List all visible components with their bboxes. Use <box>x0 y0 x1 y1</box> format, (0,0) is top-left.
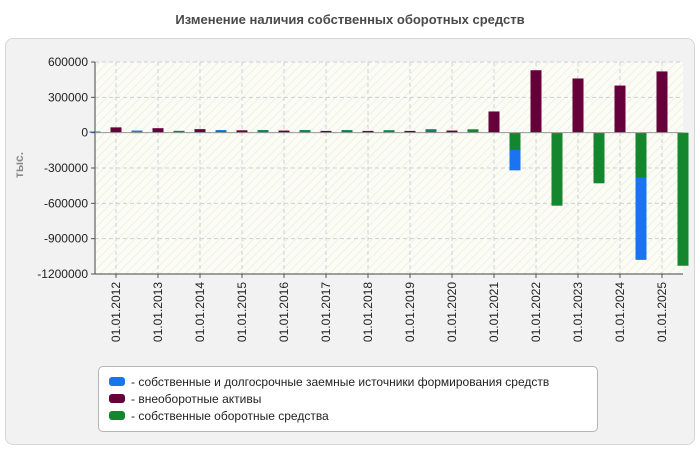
x-tick-label: 01.01.2014 <box>193 282 207 342</box>
bar-working-capital[interactable] <box>467 129 479 133</box>
bar-noncurrent-assets[interactable] <box>530 70 542 133</box>
bar-working-capital[interactable] <box>299 130 311 133</box>
y-tick-label: -300000 <box>44 161 88 175</box>
y-tick-label: 0 <box>81 126 88 140</box>
x-tick-label: 01.01.2021 <box>487 282 501 342</box>
bar-sources[interactable] <box>635 132 647 260</box>
bar-noncurrent-assets[interactable] <box>614 85 626 133</box>
axes <box>91 61 683 278</box>
legend-label-working-capital: - собственные оборотные средства <box>131 408 329 423</box>
bar-sources[interactable] <box>509 132 521 171</box>
bar-working-capital[interactable] <box>593 132 605 184</box>
x-tick-label: 01.01.2023 <box>571 282 585 342</box>
y-tick-label: 300000 <box>48 90 88 104</box>
bar-working-capital[interactable] <box>257 130 269 133</box>
x-tick-label: 01.01.2022 <box>529 282 543 342</box>
bar-sources[interactable] <box>131 130 143 133</box>
bar-working-capital[interactable] <box>341 130 353 133</box>
bar-working-capital[interactable] <box>509 132 521 150</box>
bar-noncurrent-assets[interactable] <box>320 130 332 133</box>
bar-working-capital[interactable] <box>677 132 689 266</box>
x-tick-label: 01.01.2017 <box>319 282 333 342</box>
x-tick-label: 01.01.2013 <box>151 282 165 342</box>
x-tick-label: 01.01.2024 <box>613 282 627 342</box>
bar-noncurrent-assets[interactable] <box>446 130 458 133</box>
x-tick-label: 01.01.2015 <box>235 282 249 342</box>
bar-noncurrent-assets[interactable] <box>362 130 374 133</box>
bar-noncurrent-assets[interactable] <box>404 130 416 133</box>
y-tick-label: 600000 <box>48 55 88 69</box>
bar-noncurrent-assets[interactable] <box>656 71 668 133</box>
bar-noncurrent-assets[interactable] <box>110 127 122 133</box>
bar-noncurrent-assets[interactable] <box>278 130 290 133</box>
x-tick-label: 01.01.2020 <box>445 282 459 342</box>
x-tick-label: 01.01.2025 <box>655 282 669 342</box>
legend-swatch-sources <box>109 377 125 386</box>
legend-item-sources[interactable]: - собственные и долгосрочные заемные ист… <box>99 373 597 390</box>
legend-item-working-capital[interactable]: - собственные оборотные средства <box>99 407 597 424</box>
x-tick-label: 01.01.2019 <box>403 282 417 342</box>
x-tick-label: 01.01.2012 <box>109 282 123 342</box>
legend-item-noncurrent-assets[interactable]: - внеоборотные активы <box>99 390 597 407</box>
bars <box>89 70 689 266</box>
y-tick-label: -900000 <box>44 232 88 246</box>
bar-noncurrent-assets[interactable] <box>152 128 164 133</box>
tick-labels: 600000 300000 0 -300000 -600000 -900000 -12000… <box>37 55 669 342</box>
x-tick-label: 01.01.2016 <box>277 282 291 342</box>
legend-swatch-working-capital <box>109 411 125 420</box>
chart-title: Изменение наличия собственных оборотных … <box>175 12 525 27</box>
y-tick-label: -600000 <box>44 196 88 210</box>
x-tick-label: 01.01.2018 <box>361 282 375 342</box>
legend-label-noncurrent-assets: - внеоборотные активы <box>131 391 262 406</box>
y-axis-label: тыс. <box>12 152 26 178</box>
legend: - собственные и долгосрочные заемные ист… <box>98 366 598 432</box>
bar-working-capital[interactable] <box>551 132 563 206</box>
bar-noncurrent-assets[interactable] <box>572 78 584 133</box>
bar-working-capital[interactable] <box>383 130 395 133</box>
legend-label-sources: - собственные и долгосрочные заемные ист… <box>131 374 550 389</box>
bar-working-capital[interactable] <box>215 130 227 133</box>
bar-noncurrent-assets[interactable] <box>194 129 206 133</box>
legend-swatch-noncurrent-assets <box>109 394 125 403</box>
bar-working-capital[interactable] <box>173 130 185 133</box>
bar-noncurrent-assets[interactable] <box>488 111 500 133</box>
y-tick-label: -1200000 <box>37 267 88 281</box>
bar-noncurrent-assets[interactable] <box>236 130 248 133</box>
bar-working-capital[interactable] <box>425 130 437 133</box>
bar-working-capital[interactable] <box>635 132 647 178</box>
